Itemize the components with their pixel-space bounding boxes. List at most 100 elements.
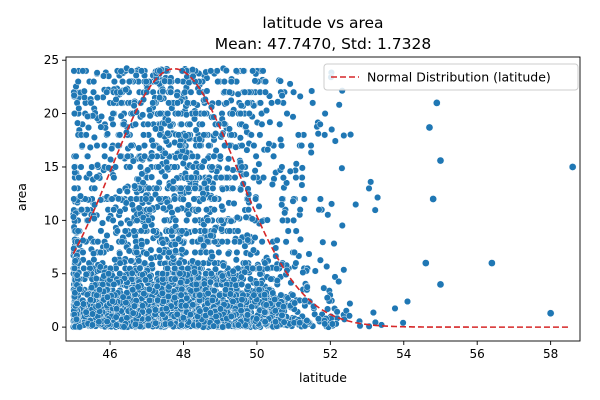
data-point	[170, 163, 179, 171]
data-point	[128, 269, 136, 277]
data-point	[211, 265, 220, 273]
data-point	[126, 163, 134, 171]
data-point	[110, 78, 118, 86]
data-point	[168, 209, 176, 217]
data-point	[109, 120, 117, 128]
data-point	[230, 199, 238, 208]
data-point	[178, 67, 186, 75]
data-point	[234, 321, 242, 329]
data-point	[155, 195, 163, 203]
data-point	[70, 264, 79, 272]
data-point	[249, 264, 257, 272]
data-point	[72, 152, 80, 160]
data-point	[245, 110, 253, 118]
data-point	[97, 123, 105, 131]
data-point	[190, 99, 198, 107]
data-point	[314, 130, 322, 138]
data-point	[76, 285, 84, 293]
data-point	[289, 113, 297, 121]
data-point	[119, 293, 127, 301]
data-point	[284, 227, 292, 235]
outlier-point	[425, 123, 434, 132]
data-point	[237, 110, 245, 118]
data-point	[296, 206, 304, 214]
data-point	[328, 125, 336, 134]
data-point	[369, 309, 377, 317]
data-point	[212, 130, 220, 138]
y-tick-label: 10	[44, 213, 59, 227]
data-point	[198, 163, 206, 171]
data-point	[78, 142, 86, 150]
data-point	[277, 135, 285, 144]
data-point	[222, 286, 230, 294]
data-point	[69, 213, 78, 221]
data-point	[194, 259, 202, 267]
data-point	[229, 297, 237, 306]
data-point	[219, 185, 227, 193]
data-point	[210, 152, 218, 160]
data-point	[110, 206, 118, 214]
data-point	[93, 69, 101, 77]
data-point	[321, 110, 329, 118]
x-tick-label: 54	[396, 347, 411, 361]
data-point	[196, 235, 205, 244]
data-point	[82, 131, 90, 139]
data-point	[220, 78, 228, 86]
data-point	[226, 227, 234, 235]
normal-distribution-curve	[72, 67, 569, 328]
data-point	[232, 143, 240, 151]
data-point	[176, 270, 184, 278]
x-tick-label: 58	[543, 347, 558, 361]
data-point	[135, 204, 143, 212]
data-point	[278, 201, 286, 209]
data-point	[77, 163, 85, 171]
data-point	[315, 206, 323, 214]
data-point	[196, 291, 204, 299]
data-point	[215, 248, 223, 256]
data-point	[274, 98, 282, 106]
data-point	[250, 291, 258, 299]
data-point	[269, 289, 277, 297]
data-point	[100, 142, 108, 150]
data-point	[125, 78, 133, 86]
data-point	[227, 131, 236, 139]
data-point	[117, 99, 125, 107]
data-point	[167, 320, 175, 328]
data-point	[129, 309, 137, 317]
data-point	[192, 109, 200, 117]
data-point	[90, 249, 98, 258]
legend-label-normal-curve: Normal Distribution (latitude)	[367, 70, 551, 85]
data-point	[130, 102, 138, 110]
plot-frame	[65, 56, 581, 342]
data-point	[266, 118, 274, 126]
data-point	[273, 236, 281, 244]
data-point	[204, 289, 212, 297]
data-point	[137, 227, 145, 235]
data-point	[296, 319, 304, 327]
data-point	[292, 259, 300, 267]
data-point	[156, 67, 164, 75]
data-point	[233, 248, 241, 256]
data-point	[91, 184, 99, 192]
data-point	[96, 263, 104, 271]
data-point	[271, 318, 280, 326]
data-point	[243, 146, 251, 154]
data-point	[174, 110, 182, 118]
data-point	[356, 322, 364, 330]
legend-box	[323, 63, 579, 91]
data-point	[371, 206, 379, 214]
data-point	[205, 142, 213, 150]
data-point	[219, 262, 228, 270]
data-point	[164, 292, 172, 301]
data-point	[83, 291, 91, 299]
data-point	[159, 87, 167, 95]
data-point	[144, 166, 152, 174]
data-point	[234, 227, 242, 235]
data-point	[112, 313, 120, 321]
data-point	[250, 174, 258, 182]
data-point	[316, 195, 324, 203]
data-point	[141, 259, 149, 267]
data-point	[268, 99, 276, 107]
data-point	[116, 152, 125, 160]
data-point	[299, 268, 307, 276]
